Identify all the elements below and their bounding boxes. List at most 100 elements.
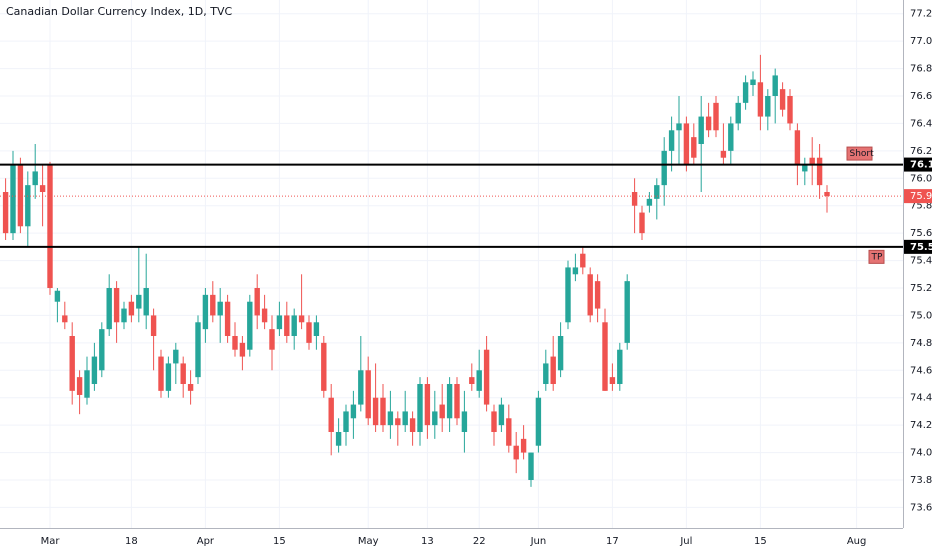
candle-body bbox=[365, 370, 371, 419]
candle-body bbox=[535, 397, 542, 446]
candle-body bbox=[824, 192, 830, 197]
candle-body bbox=[461, 411, 468, 432]
price-label-box bbox=[904, 157, 932, 172]
y-tick-label: 73.6 bbox=[910, 502, 932, 513]
candle-body bbox=[254, 288, 260, 316]
candle-body bbox=[372, 397, 379, 426]
candle-body bbox=[713, 102, 719, 131]
candle-body bbox=[809, 157, 815, 165]
candle-body bbox=[173, 349, 179, 364]
candle-body bbox=[609, 377, 616, 384]
y-tick-label: 76.6 bbox=[910, 91, 932, 102]
x-tick-label: May bbox=[358, 536, 379, 547]
candle-body bbox=[298, 315, 305, 323]
candle-body bbox=[587, 274, 593, 316]
x-tick-label: Mar bbox=[41, 536, 61, 547]
candle-body bbox=[232, 336, 238, 350]
candle-body bbox=[47, 164, 53, 288]
candle-body bbox=[269, 329, 275, 350]
candle-body bbox=[654, 185, 660, 199]
candle-body bbox=[69, 336, 75, 391]
note-box bbox=[846, 146, 873, 161]
candle-body bbox=[395, 418, 401, 426]
candle-body bbox=[247, 301, 253, 350]
candle-body bbox=[668, 130, 675, 151]
candle-body bbox=[491, 411, 497, 432]
last-price-label: 75.9 bbox=[910, 191, 932, 202]
price-label: 76.1 bbox=[910, 160, 932, 171]
candle-body bbox=[328, 397, 334, 432]
price-label: 75.5 bbox=[910, 242, 932, 253]
candle-body bbox=[402, 411, 408, 426]
candle-body bbox=[239, 342, 246, 357]
y-tick-label: 76.4 bbox=[910, 118, 932, 129]
y-tick-label: 75.2 bbox=[910, 283, 932, 294]
candle-body bbox=[594, 281, 601, 309]
x-tick-label: 22 bbox=[473, 536, 486, 547]
y-tick-label: 77.0 bbox=[910, 36, 932, 47]
note-text: TP bbox=[871, 252, 883, 262]
note-box bbox=[868, 249, 885, 264]
candle-body bbox=[136, 294, 142, 309]
candle-body bbox=[417, 384, 423, 432]
candle-body bbox=[291, 315, 297, 336]
candle-body bbox=[520, 438, 527, 453]
candle-body bbox=[624, 281, 630, 343]
candle-body bbox=[143, 288, 149, 316]
note-text: Short bbox=[850, 149, 875, 159]
candle-body bbox=[321, 342, 327, 391]
price-label-box bbox=[904, 239, 932, 254]
candle-body bbox=[572, 267, 579, 275]
candle-body bbox=[195, 322, 201, 378]
candle-body bbox=[113, 288, 120, 323]
x-tick-label: Jun bbox=[530, 536, 547, 547]
y-tick-label: 76.8 bbox=[910, 64, 932, 75]
y-tick-label: 74.2 bbox=[910, 420, 932, 431]
candle-body bbox=[224, 301, 231, 336]
grid bbox=[0, 0, 903, 528]
candle-body bbox=[454, 384, 460, 419]
candle-body bbox=[794, 130, 801, 165]
candle-body bbox=[2, 192, 9, 234]
candle-body bbox=[358, 370, 364, 405]
candle-body bbox=[202, 294, 209, 330]
candle-body bbox=[424, 384, 431, 426]
candle-body bbox=[432, 411, 438, 426]
candle-body bbox=[698, 116, 704, 144]
candle-body bbox=[180, 363, 186, 384]
candle-body bbox=[284, 315, 290, 336]
y-tick-label: 74.6 bbox=[910, 365, 932, 376]
candle-body bbox=[350, 404, 357, 419]
x-tick-label: 15 bbox=[754, 536, 767, 547]
candle-body bbox=[728, 123, 734, 151]
x-tick-label: 15 bbox=[273, 536, 286, 547]
candle-body bbox=[165, 363, 172, 391]
candle-body bbox=[187, 384, 194, 391]
candle-body bbox=[32, 171, 38, 186]
x-tick-label: 18 bbox=[125, 536, 138, 547]
y-tick-label: 76.2 bbox=[910, 146, 932, 157]
x-tick-label: Jul bbox=[679, 536, 692, 547]
candle-body bbox=[691, 137, 697, 158]
candle-body bbox=[765, 96, 771, 117]
candle-body bbox=[446, 384, 453, 419]
candle-body bbox=[580, 253, 586, 268]
candle-body bbox=[387, 411, 394, 426]
candle-body bbox=[757, 82, 764, 117]
candle-body bbox=[158, 356, 164, 391]
candle-body bbox=[335, 432, 342, 446]
candle-body bbox=[735, 102, 741, 124]
candle-body bbox=[54, 290, 61, 302]
candle-body bbox=[76, 377, 83, 395]
candle-body bbox=[683, 123, 690, 165]
candle-body bbox=[217, 301, 223, 316]
y-tick-label: 75.0 bbox=[910, 310, 932, 321]
candle-body bbox=[557, 336, 564, 371]
candle-body bbox=[816, 157, 823, 186]
candle-body bbox=[409, 418, 416, 432]
chart-title: Canadian Dollar Currency Index, 1D, TVC bbox=[6, 5, 232, 18]
candle-body bbox=[343, 411, 349, 432]
candle-body bbox=[802, 164, 808, 172]
